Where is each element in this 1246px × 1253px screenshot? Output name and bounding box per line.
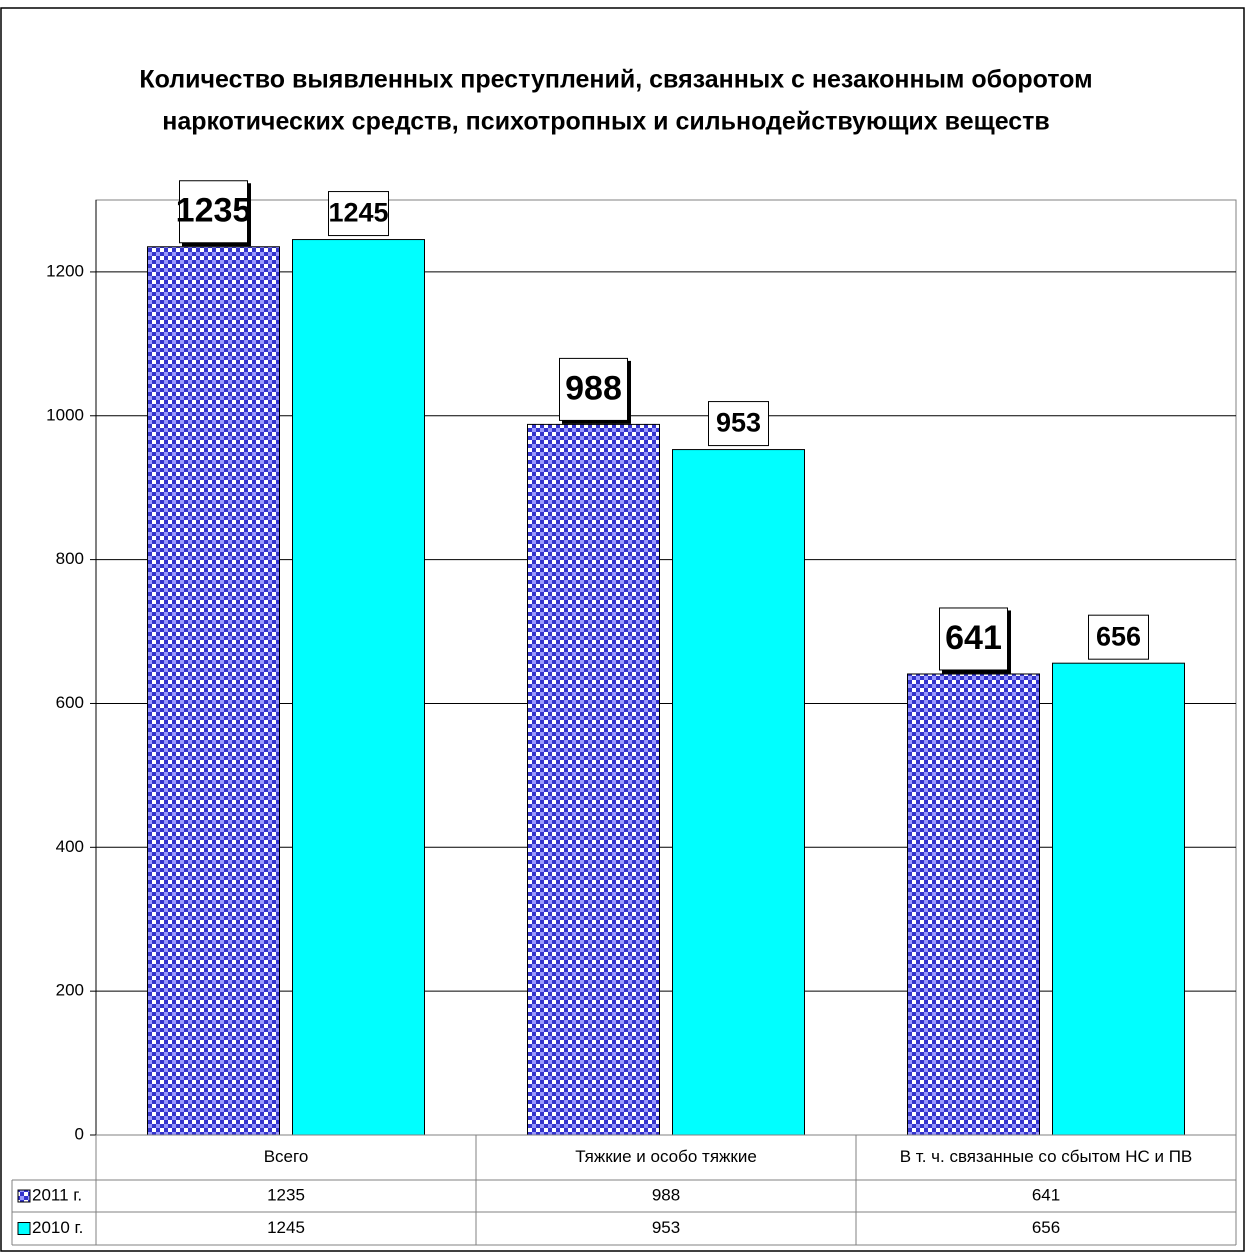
table-value: 1235	[267, 1185, 305, 1204]
table-value: 656	[1032, 1218, 1060, 1237]
x-tick-label: Всего	[264, 1147, 309, 1166]
data-label-box	[939, 607, 1008, 671]
x-tick-label: В т. ч. связанные со сбытом НС и ПВ	[900, 1147, 1193, 1166]
data-label: 953	[716, 408, 761, 438]
chart-title: наркотических средств, психотропных и си…	[162, 108, 1050, 136]
y-tick-label: 1000	[46, 405, 84, 424]
data-label-box	[708, 401, 769, 447]
y-tick-label: 200	[56, 981, 84, 1000]
data-label: 988	[565, 369, 622, 407]
y-tick-label: 800	[56, 549, 84, 568]
data-label: 1245	[328, 198, 388, 228]
chart-title: Количество выявленных преступлений, связ…	[139, 66, 1092, 94]
legend-swatch	[17, 1222, 31, 1235]
table-value: 988	[652, 1185, 680, 1204]
bar	[527, 423, 660, 1136]
legend-label: 2010 г.	[32, 1218, 83, 1237]
table-value: 1245	[267, 1218, 305, 1237]
y-tick-label: 1200	[46, 261, 84, 280]
data-label-box	[1088, 614, 1149, 660]
bar	[672, 449, 805, 1136]
y-tick-label: 600	[56, 693, 84, 712]
data-label: 641	[945, 619, 1002, 657]
table-value: 641	[1032, 1185, 1060, 1204]
data-label-box	[328, 191, 389, 237]
data-label-box	[559, 357, 628, 421]
y-tick-label: 0	[75, 1124, 84, 1143]
x-tick-label: Тяжкие и особо тяжкие	[575, 1147, 757, 1166]
plot-area	[95, 199, 1237, 1136]
data-label-box	[179, 180, 248, 244]
y-tick-label: 400	[56, 837, 84, 856]
bar	[147, 246, 280, 1136]
data-label: 1235	[176, 192, 252, 230]
legend-swatch	[17, 1189, 31, 1203]
bar	[1052, 662, 1185, 1136]
legend-label: 2011 г.	[32, 1185, 82, 1204]
bar	[907, 673, 1040, 1136]
data-label: 656	[1096, 621, 1141, 651]
table-value: 953	[652, 1218, 680, 1237]
bar	[292, 239, 425, 1136]
